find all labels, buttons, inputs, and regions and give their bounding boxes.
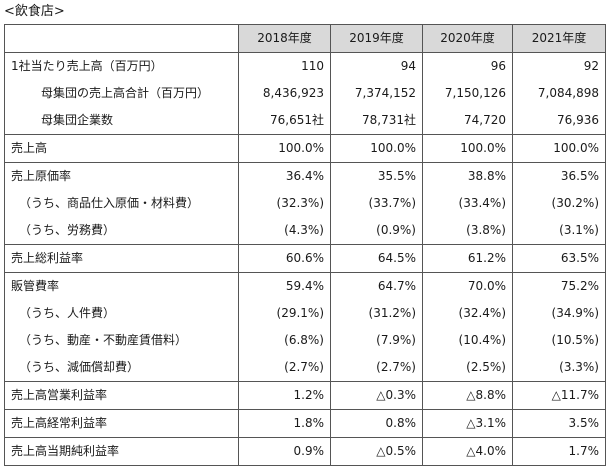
header-blank-cell [4,24,239,53]
value-cell: (33.4%) [422,190,513,217]
value-cell: 110 [238,52,331,80]
table-row: （うち、減価償却費） (2.7%) (2.7%) (2.5%) (3.3%) [4,354,606,382]
value-cell: 75.2% [512,272,606,300]
value-cell: 76,936 [512,107,606,135]
value-cell: 7,150,126 [422,80,513,107]
table-row: 売上高経常利益率 1.8% 0.8% △3.1% 3.5% [4,409,606,438]
value-cell: (10.4%) [422,327,513,354]
value-cell: (30.2%) [512,190,606,217]
value-cell: (3.8%) [422,217,513,245]
table-row: 母集団企業数 76,651社 78,731社 74,720 76,936 [4,107,606,135]
row-label: （うち、減価償却費） [4,354,239,382]
table-row: （うち、人件費） (29.1%) (31.2%) (32.4%) (34.9%) [4,300,606,327]
value-cell: 38.8% [422,162,513,190]
row-label: 売上高当期純利益率 [4,437,239,466]
value-cell: 76,651社 [238,107,331,135]
value-cell: (3.1%) [512,217,606,245]
table-row: 売上高営業利益率 1.2% △0.3% △8.8% △11.7% [4,381,606,410]
row-label: 売上高経常利益率 [4,409,239,438]
value-cell: (31.2%) [330,300,423,327]
table-row: 売上高当期純利益率 0.9% △0.5% △4.0% 1.7% [4,437,606,466]
row-label: 売上高営業利益率 [4,381,239,410]
value-cell: 0.8% [330,409,423,438]
header-year-2020: 2020年度 [422,24,513,53]
value-cell: △4.0% [422,437,513,466]
table-row: （うち、動産・不動産賃借料） (6.8%) (7.9%) (10.4%) (10.5%) [4,327,606,354]
value-cell: (34.9%) [512,300,606,327]
value-cell: 35.5% [330,162,423,190]
value-cell: (2.5%) [422,354,513,382]
value-cell: 7,084,898 [512,80,606,107]
value-cell: 0.9% [238,437,331,466]
value-cell: △3.1% [422,409,513,438]
value-cell: (4.3%) [238,217,331,245]
row-label: （うち、商品仕入原価・材料費） [4,190,239,217]
value-cell: (32.4%) [422,300,513,327]
table-row: （うち、商品仕入原価・材料費） (32.3%) (33.7%) (33.4%) (30.… [4,190,606,217]
table-row: 売上原価率 36.4% 35.5% 38.8% 36.5% [4,162,606,190]
value-cell: 94 [330,52,423,80]
header-row: 2018年度 2019年度 2020年度 2021年度 [4,24,606,53]
row-label: 売上原価率 [4,162,239,190]
value-cell: (29.1%) [238,300,331,327]
value-cell: △0.3% [330,381,423,410]
value-cell: 74,720 [422,107,513,135]
value-cell: 63.5% [512,244,606,273]
row-label: 販管費率 [4,272,239,300]
row-label: （うち、労務費） [4,217,239,245]
row-label: 母集団企業数 [4,107,239,135]
value-cell: 7,374,152 [330,80,423,107]
value-cell: 1.8% [238,409,331,438]
row-label: 1社当たり売上高（百万円） [4,52,239,80]
table-body: 1社当たり売上高（百万円） 110 94 96 92 母集団の売上高合計（百万円） 8,43… [4,52,606,466]
value-cell: 1.7% [512,437,606,466]
value-cell: 64.5% [330,244,423,273]
row-label: 売上総利益率 [4,244,239,273]
table-row: 1社当たり売上高（百万円） 110 94 96 92 [4,52,606,80]
table-row: 販管費率 59.4% 64.7% 70.0% 75.2% [4,272,606,300]
value-cell: 70.0% [422,272,513,300]
value-cell: 92 [512,52,606,80]
row-label: （うち、人件費） [4,300,239,327]
value-cell: △11.7% [512,381,606,410]
financial-ratio-table: 2018年度 2019年度 2020年度 2021年度 1社当たり売上高（百万円… [4,24,606,466]
value-cell: 60.6% [238,244,331,273]
value-cell: (32.3%) [238,190,331,217]
value-cell: (10.5%) [512,327,606,354]
header-year-2021: 2021年度 [512,24,606,53]
table-row: 母集団の売上高合計（百万円） 8,436,923 7,374,152 7,150,12… [4,80,606,107]
value-cell: 100.0% [330,134,423,163]
value-cell: 1.2% [238,381,331,410]
value-cell: 100.0% [422,134,513,163]
value-cell: (7.9%) [330,327,423,354]
value-cell: 61.2% [422,244,513,273]
table-row: （うち、労務費） (4.3%) (0.9%) (3.8%) (3.1%) [4,217,606,245]
table-caption: <飲食店> [4,4,65,19]
value-cell: 59.4% [238,272,331,300]
value-cell: 36.4% [238,162,331,190]
value-cell: 78,731社 [330,107,423,135]
value-cell: (33.7%) [330,190,423,217]
value-cell: 100.0% [512,134,606,163]
row-label: （うち、動産・不動産賃借料） [4,327,239,354]
table-row: 売上高 100.0% 100.0% 100.0% 100.0% [4,134,606,163]
row-label: 売上高 [4,134,239,163]
value-cell: 8,436,923 [238,80,331,107]
value-cell: 3.5% [512,409,606,438]
value-cell: △8.8% [422,381,513,410]
value-cell: 96 [422,52,513,80]
value-cell: 64.7% [330,272,423,300]
header-year-2019: 2019年度 [330,24,423,53]
value-cell: (3.3%) [512,354,606,382]
value-cell: 100.0% [238,134,331,163]
table-row: 売上総利益率 60.6% 64.5% 61.2% 63.5% [4,244,606,273]
row-label: 母集団の売上高合計（百万円） [4,80,239,107]
value-cell: (2.7%) [330,354,423,382]
header-year-2018: 2018年度 [238,24,331,53]
value-cell: (2.7%) [238,354,331,382]
value-cell: (6.8%) [238,327,331,354]
value-cell: △0.5% [330,437,423,466]
value-cell: (0.9%) [330,217,423,245]
value-cell: 36.5% [512,162,606,190]
